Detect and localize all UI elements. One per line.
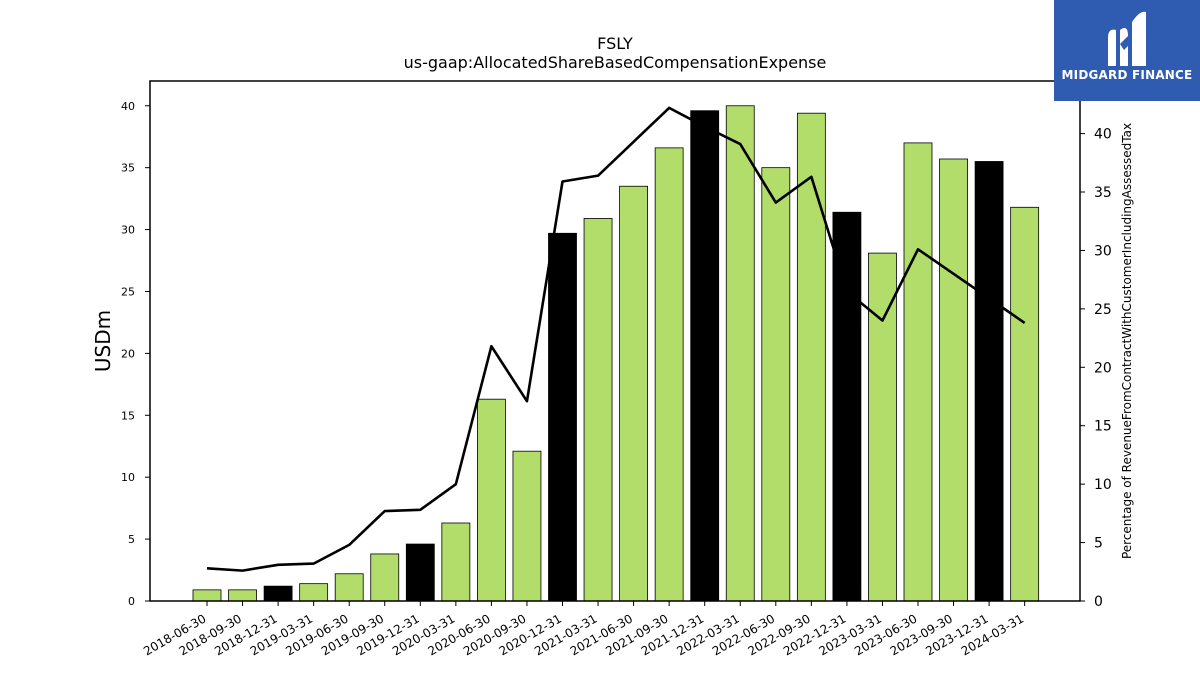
bar-2021-12-31 — [690, 110, 720, 602]
y2-axis-label: Percentage of RevenueFromContractWithCus… — [1120, 123, 1134, 559]
chart-title: FSLY — [597, 34, 633, 53]
y2tick-label: 40 — [1094, 127, 1112, 143]
ytick-label: 0 — [128, 595, 135, 608]
bar-2022-12-31 — [832, 211, 862, 602]
y2tick-label: 15 — [1094, 419, 1112, 435]
y2tick-label: 35 — [1094, 185, 1112, 201]
ytick-label: 30 — [121, 224, 135, 237]
logo-text: MIDGARD FINANCE — [1061, 68, 1193, 82]
bar-2020-03-31 — [441, 522, 471, 602]
line-layer — [206, 106, 1026, 572]
bar-2024-03-31 — [1010, 206, 1040, 602]
bar-2023-12-31 — [974, 161, 1004, 602]
percentage-line — [206, 106, 1026, 572]
bar-2019-03-31 — [299, 583, 329, 602]
bar-2020-09-30 — [512, 450, 542, 602]
bar-2023-03-31 — [868, 252, 897, 602]
y2tick-label: 25 — [1094, 302, 1112, 318]
ytick-label: 15 — [121, 409, 135, 422]
y2tick-label: 30 — [1094, 243, 1112, 259]
chart-subtitle: us-gaap:AllocatedShareBasedCompensationE… — [404, 53, 827, 72]
bars-layer — [192, 105, 1040, 602]
bar-2019-06-30 — [334, 573, 364, 602]
ytick-label: 25 — [121, 285, 135, 298]
y-axis-label: USDm — [91, 310, 115, 372]
ytick-label: 40 — [121, 100, 135, 113]
y2tick-label: 10 — [1094, 477, 1112, 493]
y2tick-label: 5 — [1094, 536, 1103, 552]
bar-2022-03-31 — [725, 105, 755, 602]
midgard-logo: MIDGARD FINANCE — [1054, 0, 1200, 101]
bar-2020-06-30 — [476, 398, 506, 602]
bar-2019-12-31 — [405, 543, 435, 602]
left-axis: 0 5 10 15 20 25 30 35 40 — [121, 100, 150, 608]
bar-2021-03-31 — [583, 218, 613, 602]
y2tick-label: 20 — [1094, 360, 1112, 376]
midgard-logo-icon — [1108, 11, 1146, 66]
ytick-label: 20 — [121, 347, 135, 360]
bar-2020-12-31 — [548, 232, 577, 602]
bar-2019-09-30 — [370, 553, 400, 602]
bar-2018-06-30 — [192, 589, 222, 602]
x-axis: 2018-06-302018-09-302018-12-312019-03-31… — [141, 601, 1026, 658]
bar-2021-09-30 — [654, 147, 684, 602]
bar-2023-09-30 — [939, 158, 968, 602]
bar-2018-09-30 — [228, 589, 257, 602]
plot-frame — [149, 80, 1081, 602]
ytick-label: 35 — [121, 162, 135, 175]
bar-2022-09-30 — [796, 112, 826, 602]
ytick-label: 5 — [128, 533, 135, 546]
right-axis: 0 5 10 15 20 25 30 35 40 — [1080, 127, 1112, 610]
y2tick-label: 0 — [1094, 594, 1103, 610]
bar-2023-06-30 — [903, 142, 933, 602]
ytick-label: 10 — [121, 471, 135, 484]
bar-2018-12-31 — [263, 585, 293, 602]
bar-2021-06-30 — [619, 185, 648, 602]
bar-2022-06-30 — [761, 167, 791, 602]
